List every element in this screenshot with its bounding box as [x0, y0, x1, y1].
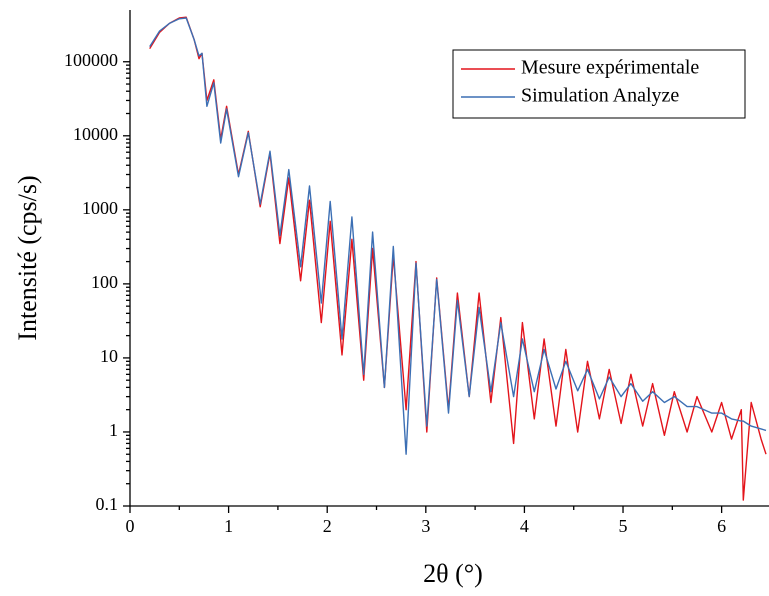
series-line [149, 17, 767, 455]
legend-box [452, 49, 746, 119]
y-tick-label: 1 [109, 420, 118, 440]
legend-label: Mesure expérimentale [521, 57, 699, 79]
x-tick-label: 4 [520, 516, 529, 536]
legend-label: Simulation Analyze [521, 85, 679, 107]
x-axis-label: 2θ (°) [423, 559, 483, 588]
x-tick-label: 0 [126, 516, 135, 536]
x-tick-label: 2 [323, 516, 332, 536]
y-axis-label: Intensité (cps/s) [13, 175, 42, 340]
y-tick-label: 1000 [82, 198, 118, 218]
y-tick-label: 10000 [73, 124, 118, 144]
y-tick-label: 100000 [64, 50, 118, 70]
x-tick-label: 5 [619, 516, 628, 536]
x-tick-label: 6 [717, 516, 726, 536]
y-tick-label: 10 [100, 346, 118, 366]
y-tick-label: 100 [91, 272, 118, 292]
x-tick-label: 3 [421, 516, 430, 536]
x-tick-label: 1 [224, 516, 233, 536]
y-tick-label: 0.1 [96, 494, 119, 514]
